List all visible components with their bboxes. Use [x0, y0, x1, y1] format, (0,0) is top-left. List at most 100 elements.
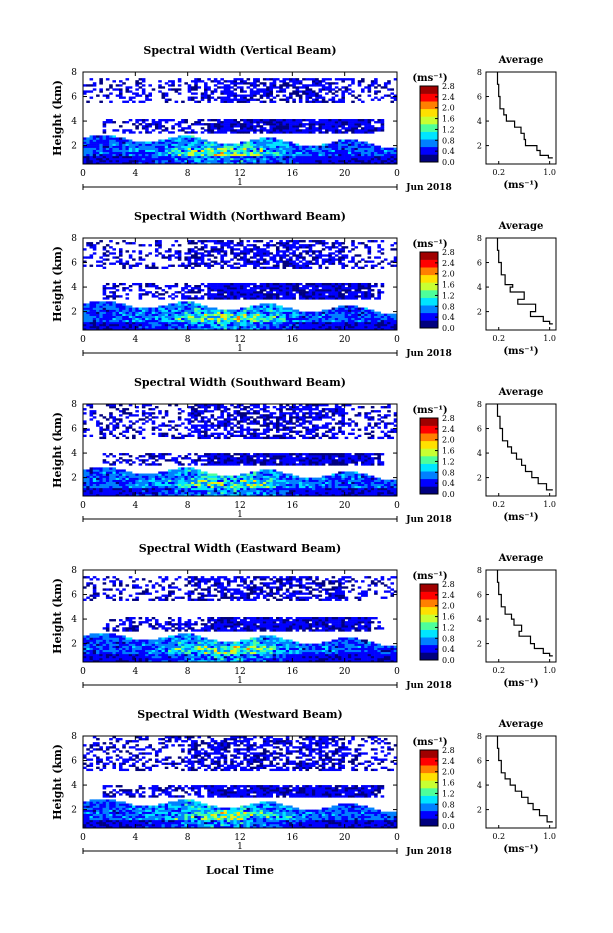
heatmap-cell	[126, 158, 130, 160]
heatmap-cell	[263, 263, 267, 265]
heatmap-cell	[175, 316, 179, 318]
heatmap-cell	[328, 99, 332, 101]
heatmap-cell	[116, 437, 120, 439]
heatmap-cell	[256, 121, 260, 123]
heatmap-cell	[191, 254, 195, 256]
heatmap-cell	[374, 318, 378, 320]
heatmap-cell	[243, 265, 247, 267]
heatmap-cell	[253, 263, 257, 265]
heatmap-cell	[86, 244, 90, 246]
heatmap-cell	[119, 94, 123, 96]
heatmap-cell	[322, 127, 326, 129]
heatmap-cell	[178, 123, 182, 125]
heatmap-cell	[204, 324, 208, 326]
heatmap-cell	[148, 84, 152, 86]
heatmap-cell	[197, 101, 201, 103]
heatmap-cell	[260, 148, 264, 150]
heatmap-cell	[322, 312, 326, 314]
heatmap-cell	[384, 156, 388, 158]
heatmap-cell	[83, 90, 87, 92]
heatmap-cell	[220, 160, 224, 162]
heatmap-cell	[184, 301, 188, 303]
heatmap-cell	[256, 84, 260, 86]
heatmap-cell	[243, 263, 247, 265]
heatmap-cell	[247, 240, 251, 242]
heatmap-cell	[233, 156, 237, 158]
heatmap-cell	[345, 322, 349, 324]
heatmap-cell	[279, 305, 283, 307]
heatmap-cell	[207, 312, 211, 314]
heatmap-cell	[305, 297, 309, 299]
heatmap-cell	[184, 283, 188, 285]
heatmap-cell	[286, 316, 290, 318]
heatmap-cell	[126, 310, 130, 312]
heatmap-cell	[315, 289, 319, 291]
heatmap-cell	[112, 424, 116, 426]
heatmap-cell	[354, 285, 358, 287]
heatmap-cell	[211, 265, 215, 267]
heatmap-cell	[211, 297, 215, 299]
heatmap-cell	[374, 240, 378, 242]
heatmap-cell	[348, 125, 352, 127]
heatmap-cell	[319, 146, 323, 148]
heatmap-cell	[132, 250, 136, 252]
day-label: 1	[237, 178, 243, 188]
heatmap-cell	[322, 158, 326, 160]
heatmap-cell	[211, 240, 215, 242]
heatmap-cell	[178, 322, 182, 324]
heatmap-cell	[155, 156, 159, 158]
heatmap-cell	[328, 90, 332, 92]
heatmap-cell	[237, 158, 241, 160]
heatmap-cell	[341, 297, 345, 299]
heatmap-cell	[171, 480, 175, 482]
heatmap-cell	[361, 88, 365, 90]
heatmap-cell	[237, 82, 241, 84]
heatmap-cell	[112, 291, 116, 293]
heatmap-cell	[135, 144, 139, 146]
heatmap-cell	[364, 318, 368, 320]
heatmap-cell	[341, 99, 345, 101]
heatmap-cell	[132, 152, 136, 154]
heatmap-cell	[305, 123, 309, 125]
heatmap-cell	[354, 129, 358, 131]
heatmap-cell	[106, 484, 110, 486]
heatmap-cell	[145, 482, 149, 484]
heatmap-cell	[345, 146, 349, 148]
heatmap-cell	[237, 86, 241, 88]
heatmap-cell	[211, 156, 215, 158]
heatmap-cell	[207, 310, 211, 312]
heatmap-cell	[233, 99, 237, 101]
heatmap-cell	[269, 139, 273, 141]
heatmap-cell	[299, 260, 303, 262]
heatmap-cell	[328, 154, 332, 156]
heatmap-cell	[332, 121, 336, 123]
heatmap-cell	[341, 254, 345, 256]
heatmap-cell	[247, 295, 251, 297]
heatmap-cell	[368, 320, 372, 322]
heatmap-cell	[276, 320, 280, 322]
heatmap-cell	[175, 490, 179, 492]
heatmap-cell	[148, 283, 152, 285]
heatmap-cell	[175, 152, 179, 154]
heatmap-cell	[155, 146, 159, 148]
heatmap-cell	[247, 308, 251, 310]
heatmap-cell	[243, 289, 247, 291]
heatmap-cell	[266, 160, 270, 162]
heatmap-cell	[142, 474, 146, 476]
heatmap-cell	[96, 471, 100, 473]
heatmap-cell	[328, 287, 332, 289]
heatmap-cell	[260, 287, 264, 289]
heatmap-cell	[90, 312, 94, 314]
heatmap-cell	[361, 90, 365, 92]
heatmap-cell	[256, 291, 260, 293]
heatmap-cell	[211, 324, 215, 326]
heatmap-cell	[86, 154, 90, 156]
heatmap-cell	[165, 480, 169, 482]
heatmap-cell	[322, 263, 326, 265]
heatmap-cell	[211, 125, 215, 127]
heatmap-cell	[247, 326, 251, 328]
heatmap-cell	[158, 455, 162, 457]
heatmap-cell	[217, 285, 221, 287]
heatmap-cell	[96, 322, 100, 324]
heatmap-cell	[368, 293, 372, 295]
